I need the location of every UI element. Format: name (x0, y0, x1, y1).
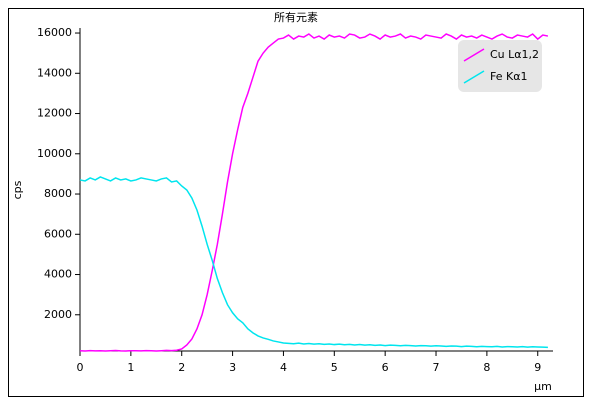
y-tick-label: 10000 (37, 147, 72, 160)
legend-swatch (463, 48, 485, 62)
x-axis-label: µm (534, 380, 552, 393)
x-tick-label: 6 (382, 361, 389, 374)
legend-box (458, 40, 542, 92)
y-tick-label: 4000 (44, 268, 72, 281)
data-line (79, 176, 548, 349)
legend-swatch (463, 70, 485, 84)
y-tick-label: 12000 (37, 107, 72, 120)
legend-label: Cu Lα1,2 (490, 48, 539, 61)
x-tick-label: 1 (127, 361, 134, 374)
data-line (79, 33, 549, 352)
y-tick-label: 8000 (44, 187, 72, 200)
chart-title: 所有元素 (274, 10, 318, 24)
y-axis-label: cps (11, 180, 24, 199)
x-tick-label: 3 (229, 361, 236, 374)
legend-label: Fe Kα1 (490, 70, 527, 83)
x-tick-label: 0 (77, 361, 84, 374)
x-tick-label: 2 (178, 361, 185, 374)
y-tick-label: 16000 (37, 26, 72, 39)
y-tick-label: 2000 (44, 308, 72, 321)
frame (8, 8, 584, 397)
y-tick-label: 6000 (44, 227, 72, 240)
x-tick-label: 5 (331, 361, 338, 374)
x-tick-label: 7 (433, 361, 440, 374)
x-tick-label: 8 (483, 361, 490, 374)
y-tick-label: 14000 (37, 66, 72, 79)
x-tick-label: 4 (280, 361, 287, 374)
x-tick-label: 9 (534, 361, 541, 374)
